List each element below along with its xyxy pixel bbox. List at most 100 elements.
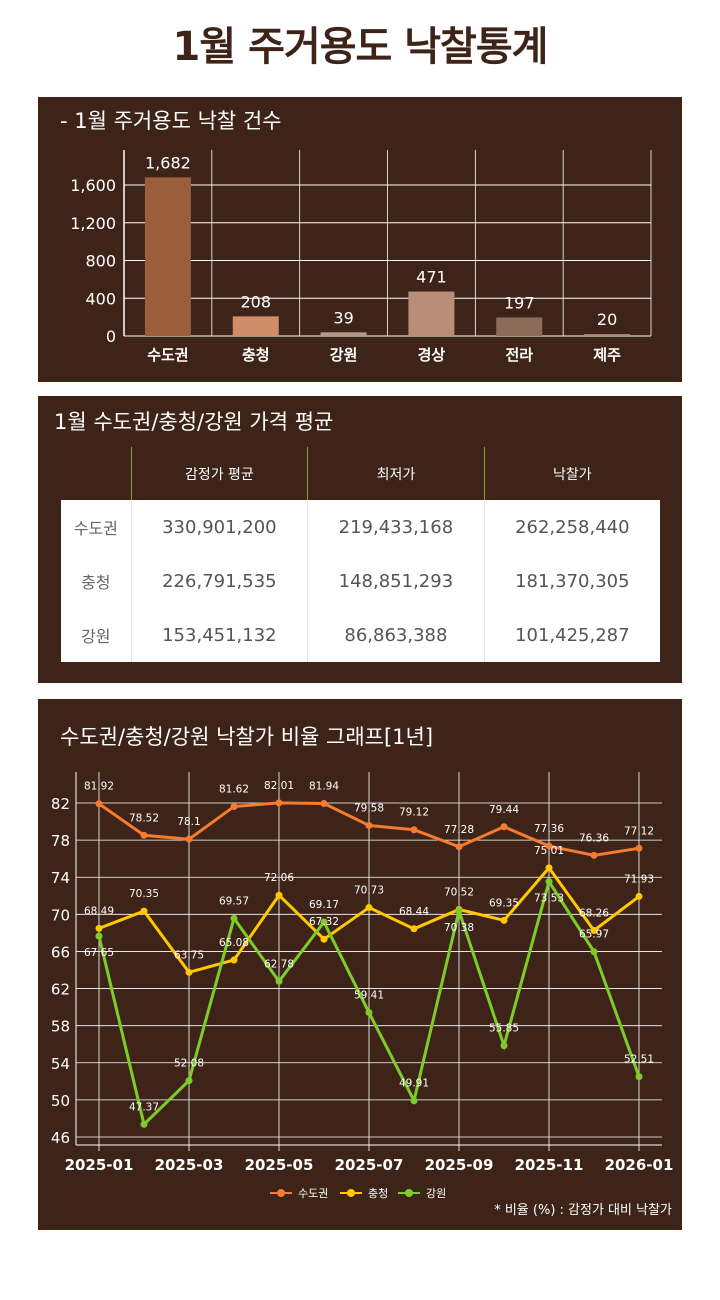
data-point — [275, 891, 283, 899]
data-label: 49.91 — [399, 1078, 429, 1090]
data-point — [635, 844, 643, 852]
table-row: 강원 153,451,132 86,863,388 101,425,287 — [61, 608, 660, 662]
data-point — [410, 826, 418, 834]
value-cell: 148,851,293 — [307, 554, 485, 608]
data-label: 75.01 — [534, 845, 564, 857]
data-point — [320, 918, 328, 926]
value-cell: 86,863,388 — [307, 608, 485, 662]
table-row: 충청 226,791,535 148,851,293 181,370,305 — [61, 554, 660, 608]
data-point — [185, 835, 193, 843]
data-label: 69.17 — [309, 899, 339, 911]
line-chart-title: 수도권/충청/강원 낙찰가 비율 그래프[1년] — [60, 725, 434, 749]
region-cell: 강원 — [61, 608, 132, 662]
data-label: 47.37 — [129, 1101, 159, 1113]
price-table: 감정가 평균 최저가 낙찰가 수도권 330,901,200 219,433,1… — [61, 447, 660, 662]
data-point — [365, 821, 373, 829]
data-point — [230, 914, 238, 922]
data-label: 52.08 — [174, 1058, 204, 1070]
bar-value-label: 39 — [333, 308, 353, 327]
data-point — [275, 799, 283, 807]
x-tick-label: 2025-11 — [515, 1156, 584, 1174]
data-label: 79.58 — [354, 802, 384, 814]
data-label: 70.38 — [444, 922, 474, 934]
y-tick-label: 78 — [51, 832, 70, 850]
data-point — [275, 977, 283, 985]
data-label: 68.26 — [579, 907, 609, 919]
data-point — [455, 843, 463, 851]
bar-충청 — [232, 316, 279, 336]
y-tick-label: 66 — [51, 943, 70, 961]
data-point — [635, 892, 643, 900]
y-tick-label: 54 — [51, 1055, 70, 1073]
data-label: 68.44 — [399, 906, 429, 918]
legend-label: 강원 — [426, 1187, 446, 1200]
data-label: 71.93 — [624, 873, 654, 885]
x-tick-label: 전라 — [505, 346, 533, 364]
y-tick-label: 58 — [51, 1018, 70, 1036]
x-tick-label: 2025-01 — [65, 1156, 134, 1174]
data-label: 67.65 — [84, 947, 114, 959]
data-point — [635, 1073, 643, 1081]
price-table-card: 1월 수도권/충청/강원 가격 평균 감정가 평균 최저가 낙찰가 수도권 33… — [38, 396, 682, 683]
data-point — [590, 948, 598, 956]
bar-value-label: 471 — [416, 268, 447, 287]
data-point — [320, 935, 328, 943]
y-tick-label: 62 — [51, 981, 70, 999]
legend-marker-충청 — [347, 1189, 355, 1197]
value-cell: 262,258,440 — [483, 500, 660, 554]
data-label: 81.94 — [309, 781, 339, 793]
data-point — [140, 907, 148, 915]
data-label: 78.52 — [129, 812, 159, 824]
header-cell: 감정가 평균 — [130, 447, 308, 500]
data-label: 59.41 — [354, 990, 384, 1002]
data-point — [320, 800, 328, 808]
bar-수도권 — [144, 177, 191, 336]
data-label: 79.44 — [489, 804, 519, 816]
data-label: 69.35 — [489, 897, 519, 909]
y-tick-label: 800 — [85, 252, 116, 271]
page-title: 1월 주거용도 낙찰통계 — [172, 24, 549, 70]
data-label: 70.52 — [444, 887, 474, 899]
data-label: 67.32 — [309, 916, 339, 928]
data-point — [365, 904, 373, 912]
x-tick-label: 충청 — [242, 346, 270, 364]
data-point — [455, 907, 463, 915]
line-chart-card: 수도권/충청/강원 낙찰가 비율 그래프[1년] 46 50 54 58 62 66 70 7… — [38, 699, 682, 1230]
x-tick-label: 2025-07 — [335, 1156, 404, 1174]
data-label: 69.57 — [219, 895, 249, 907]
data-label: 52.51 — [624, 1054, 654, 1066]
bar-value-label: 197 — [504, 293, 535, 312]
data-label: 76.36 — [579, 832, 609, 844]
data-label: 55.85 — [489, 1023, 519, 1035]
bar-경상 — [408, 291, 455, 336]
header-cell: 낙찰가 — [483, 447, 660, 500]
table-row: 수도권 330,901,200 219,433,168 262,258,440 — [61, 500, 660, 554]
legend-marker-수도권 — [277, 1189, 285, 1197]
data-label: 65.97 — [579, 929, 609, 941]
data-label: 81.62 — [219, 784, 249, 796]
data-label: 81.92 — [84, 781, 114, 793]
bar-전라 — [496, 317, 543, 336]
y-tick-label: 400 — [85, 289, 116, 308]
data-label: 77.12 — [624, 825, 654, 837]
data-label: 70.35 — [129, 888, 159, 900]
bar-value-label: 208 — [240, 292, 271, 311]
data-label: 72.06 — [264, 872, 294, 884]
data-point — [500, 823, 508, 831]
value-cell: 330,901,200 — [130, 500, 308, 554]
data-point — [545, 878, 553, 886]
value-cell: 226,791,535 — [130, 554, 308, 608]
data-point — [185, 968, 193, 976]
region-cell: 수도권 — [61, 500, 132, 554]
x-tick-label: 강원 — [330, 346, 358, 364]
data-label: 77.28 — [444, 824, 474, 836]
data-label: 62.78 — [264, 958, 294, 970]
legend-label: 수도권 — [298, 1187, 328, 1200]
table-header-row: 감정가 평균 최저가 낙찰가 — [61, 447, 660, 500]
y-tick-label: 74 — [51, 869, 70, 887]
line-chart: 46 50 54 58 62 66 70 74 78 82 2025-01 2025-03 2025-0… — [51, 772, 673, 1200]
x-tick-label: 제주 — [593, 346, 621, 364]
data-point — [230, 956, 238, 964]
data-point — [545, 842, 553, 850]
bar-chart: 0 400 800 1,200 1,600 1,682 수도권 208 충청 39 강원 471 경상 1… — [70, 150, 652, 364]
